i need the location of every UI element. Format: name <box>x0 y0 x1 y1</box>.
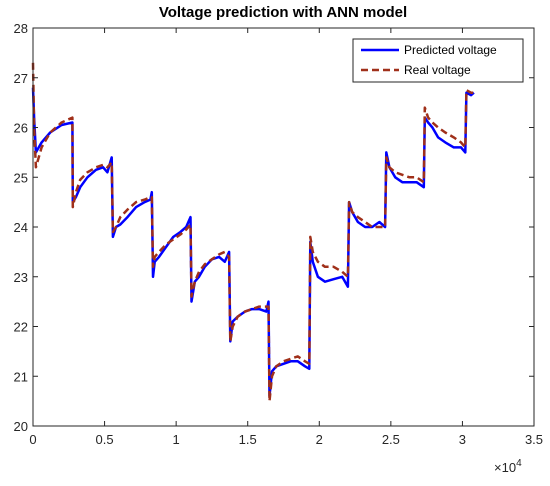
legend-predicted-label: Predicted voltage <box>404 43 497 57</box>
legend-real-label: Real voltage <box>404 63 471 77</box>
x-tick-label: 0.5 <box>96 432 114 447</box>
y-tick-label: 25 <box>14 170 28 185</box>
y-tick-label: 21 <box>14 369 28 384</box>
x-tick-label: 2 <box>316 432 323 447</box>
x-tick-label: 3.5 <box>525 432 543 447</box>
legend: Predicted voltage Real voltage <box>352 38 524 83</box>
plot-area <box>31 62 475 403</box>
chart-title: Voltage prediction with ANN model <box>159 4 407 21</box>
y-tick-label: 24 <box>14 220 28 235</box>
x-tick-label: 1.5 <box>239 432 257 447</box>
x-tick-label: 2.5 <box>382 432 400 447</box>
x-tick-label: 3 <box>459 432 466 447</box>
y-tick-label: 26 <box>14 121 28 136</box>
series-line-predicted <box>31 87 475 398</box>
x-tick-label: 1 <box>173 432 180 447</box>
y-tick-label: 27 <box>14 71 28 86</box>
y-tick-label: 20 <box>14 419 28 434</box>
series-line-real <box>31 62 474 403</box>
y-tick-label: 22 <box>14 320 28 335</box>
x-exponent-label: ×104 <box>494 458 522 475</box>
y-tick-label: 23 <box>14 270 28 285</box>
axes: 0 0.5 1 1.5 2 2.5 3 3.5 20 21 22 23 24 25 26 27 28 ×104 <box>14 21 544 475</box>
y-tick-label: 28 <box>14 21 28 36</box>
x-tick-label: 0 <box>29 432 36 447</box>
legend-box <box>352 38 524 83</box>
